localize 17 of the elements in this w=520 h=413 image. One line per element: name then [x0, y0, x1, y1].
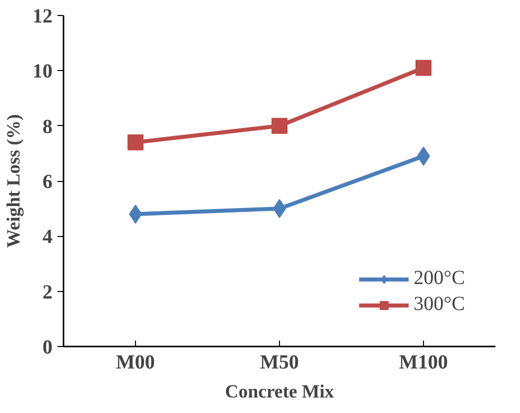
y-tick-label: 12 [32, 6, 52, 28]
y-tick-label: 2 [42, 281, 52, 304]
x-tick-label: M50 [260, 352, 299, 374]
point [272, 118, 288, 134]
point [416, 60, 432, 76]
y-axis-title: Weight Loss (%) [4, 114, 24, 248]
y-tick-label: 0 [42, 336, 52, 358]
y-tick-label: 8 [42, 116, 52, 138]
y-tick-label: 4 [42, 226, 52, 248]
x-tick-label: M100 [399, 352, 448, 374]
y-tick-label: 6 [42, 171, 52, 193]
point [128, 134, 144, 150]
legend-label: 300°C [414, 293, 465, 316]
x-axis-title: Concrete Mix [225, 382, 335, 402]
y-tick-label: 10 [32, 60, 52, 83]
x-tick-label: M00 [116, 352, 155, 374]
legend-label: 200°C [414, 267, 465, 290]
